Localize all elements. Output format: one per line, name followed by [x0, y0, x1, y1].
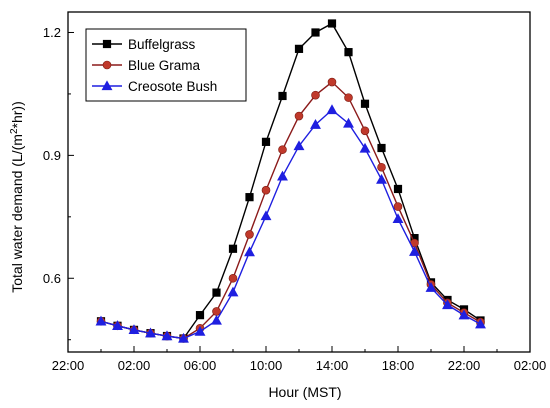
y-tick-label: 1.2: [43, 25, 61, 40]
x-tick-label: 06:00: [184, 358, 217, 373]
data-point: [360, 99, 370, 108]
legend-marker: [101, 80, 113, 91]
data-point: [245, 230, 254, 239]
legend-item: Creosote Bush: [92, 79, 217, 94]
data-point: [360, 126, 370, 136]
series-line: [100, 108, 481, 340]
x-tick-label: 22:00: [52, 358, 85, 373]
data-point: [244, 246, 255, 257]
data-point: [393, 184, 403, 194]
x-tick-label: 02:00: [514, 358, 547, 373]
data-point: [392, 213, 404, 224]
data-point: [277, 170, 288, 181]
data-point: [344, 93, 353, 102]
data-point: [161, 330, 173, 341]
data-point: [327, 19, 337, 28]
data-point: [425, 282, 437, 292]
data-point: [194, 325, 206, 336]
data-point: [278, 91, 287, 101]
data-point: [195, 311, 205, 320]
data-point: [294, 44, 304, 53]
data-point: [95, 315, 107, 326]
data-point: [294, 111, 304, 121]
data-point: [228, 244, 238, 253]
data-point: [458, 309, 470, 320]
legend-marker: [102, 60, 112, 70]
data-point: [260, 210, 272, 221]
data-point: [261, 137, 271, 146]
series-creosote-bush: [95, 104, 486, 343]
legend: Buffelgrass Blue Grama Creosote Bush: [85, 28, 247, 102]
data-point: [311, 28, 320, 37]
data-point: [112, 320, 123, 330]
data-point: [409, 246, 420, 256]
data-point: [393, 202, 403, 211]
data-point: [145, 327, 156, 338]
data-point: [311, 90, 320, 100]
legend-item: Buffelgrass: [92, 37, 196, 52]
data-point: [178, 332, 189, 343]
data-point: [227, 286, 239, 297]
data-point: [278, 145, 287, 154]
legend-label: Creosote Bush: [128, 79, 217, 94]
legend-label: Blue Grama: [128, 58, 201, 73]
data-point: [212, 307, 221, 316]
data-point: [245, 193, 254, 202]
data-point: [310, 119, 321, 129]
data-point: [376, 173, 387, 184]
data-point: [261, 185, 271, 195]
x-tick-label: 14:00: [316, 358, 349, 373]
x-tick-label: 10:00: [250, 358, 283, 373]
y-axis-title: Total water demand (L/(m2*hr)): [9, 101, 26, 293]
data-point: [293, 140, 305, 151]
data-point: [442, 299, 453, 310]
series-blue-grama: [96, 77, 485, 343]
data-point: [377, 162, 386, 172]
data-point: [343, 117, 354, 128]
data-point: [212, 288, 221, 297]
y-tick-label: 0.6: [43, 271, 61, 286]
legend-label: Buffelgrass: [128, 37, 196, 52]
data-point: [211, 314, 222, 325]
legend-marker: [102, 39, 112, 49]
data-point: [344, 48, 353, 57]
data-point: [326, 104, 338, 115]
data-point: [128, 324, 140, 335]
data-point: [327, 77, 337, 87]
x-tick-label: 02:00: [118, 358, 151, 373]
series-line: [100, 81, 481, 340]
data-point: [359, 142, 371, 153]
data-point: [475, 318, 486, 329]
legend-item: Blue Grama: [92, 58, 201, 73]
x-tick-label: 22:00: [448, 358, 481, 373]
x-tick-label: 18:00: [382, 358, 415, 373]
data-point: [377, 143, 386, 153]
y-tick-label: 0.9: [43, 148, 61, 163]
data-point: [228, 273, 238, 283]
x-axis-title: Hour (MST): [268, 384, 341, 400]
